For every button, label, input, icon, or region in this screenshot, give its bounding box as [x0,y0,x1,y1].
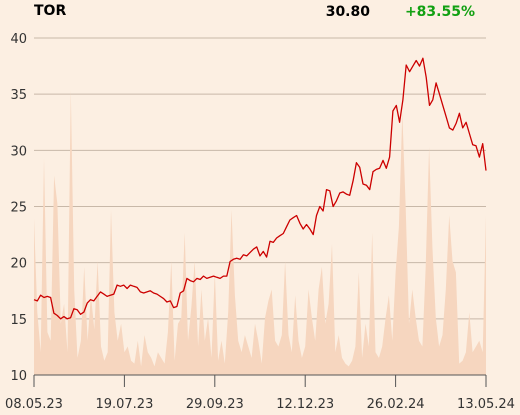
y-tick-label: 35 [10,88,27,103]
x-axis [33,374,487,387]
x-tick-label: 19.07.23 [95,397,153,412]
y-tick-label: 25 [10,201,27,216]
price-line [33,57,487,320]
price-change-percent: +83.55% [405,4,475,20]
x-axis-tick-labels: 08.05.23 19.07.23 29.09.23 12.12.23 26.02.24… [5,397,515,412]
x-tick-label: 08.05.23 [5,397,63,412]
last-price: 30.80 [326,4,371,20]
ticker-symbol: TOR [34,3,66,19]
x-tick-label: 13.05.24 [457,397,515,412]
y-tick-label: 40 [10,32,27,47]
y-tick-label: 10 [10,369,27,384]
y-tick-label: 15 [10,313,27,328]
volume-area [34,90,486,375]
price-line-series [33,57,487,320]
y-tick-label: 30 [10,144,27,159]
y-tick-label: 20 [10,257,27,272]
x-tick-label: 12.12.23 [276,397,334,412]
volume-area-fill [34,90,486,375]
gridlines [34,37,486,320]
y-axis-tick-labels: 10 15 20 25 30 35 40 [10,32,27,384]
x-tick-label: 29.09.23 [186,397,244,412]
x-tick-label: 26.02.24 [367,397,425,412]
